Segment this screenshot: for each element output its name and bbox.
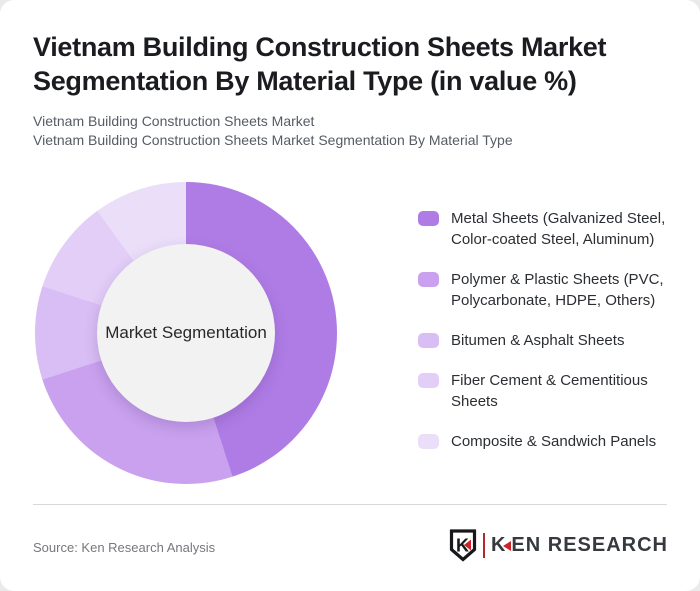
chart-legend: Metal Sheets (Galvanized Steel, Color-co… xyxy=(418,208,674,452)
brand-red-triangle-icon xyxy=(503,540,512,551)
subtitle-line-1: Vietnam Building Construction Sheets Mar… xyxy=(33,113,315,129)
legend-swatch xyxy=(418,373,439,388)
legend-item: Composite & Sandwich Panels xyxy=(418,431,674,452)
legend-label: Polymer & Plastic Sheets (PVC, Polycarbo… xyxy=(451,271,664,309)
legend-label: Composite & Sandwich Panels xyxy=(451,433,657,450)
logo-badge-letter: K xyxy=(456,536,469,556)
donut-center: Market Segmentation xyxy=(97,244,275,422)
subtitle-block: Vietnam Building Construction Sheets Mar… xyxy=(33,112,663,150)
legend-label: Bitumen & Asphalt Sheets xyxy=(451,332,625,349)
legend-item: Polymer & Plastic Sheets (PVC, Polycarbo… xyxy=(418,269,674,311)
donut-chart: Market Segmentation xyxy=(35,182,337,484)
subtitle-line-2: Vietnam Building Construction Sheets Mar… xyxy=(33,132,513,148)
footer-divider xyxy=(33,504,667,505)
logo-separator xyxy=(482,533,485,558)
legend-label: Fiber Cement & Cementitious Sheets xyxy=(451,372,648,410)
legend-item: Fiber Cement & Cementitious Sheets xyxy=(418,370,674,412)
legend-item: Bitumen & Asphalt Sheets xyxy=(418,330,674,351)
legend-swatch xyxy=(418,434,439,449)
legend-swatch xyxy=(418,211,439,226)
logo-badge-icon: K xyxy=(449,529,477,562)
legend-item: Metal Sheets (Galvanized Steel, Color-co… xyxy=(418,208,674,250)
ken-research-logo: K K EN RESEARCH xyxy=(449,529,668,562)
donut-center-label: Market Segmentation xyxy=(105,323,267,342)
brand-rest: EN RESEARCH xyxy=(511,534,668,556)
legend-label: Metal Sheets (Galvanized Steel, Color-co… xyxy=(451,210,666,248)
page-title: Vietnam Building Construction Sheets Mar… xyxy=(33,32,607,96)
legend-swatch xyxy=(418,272,439,287)
logo-brand-text: K EN RESEARCH xyxy=(491,534,668,557)
brand-k: K xyxy=(490,534,507,556)
source-note: Source: Ken Research Analysis xyxy=(33,540,216,555)
legend-swatch xyxy=(418,333,439,348)
